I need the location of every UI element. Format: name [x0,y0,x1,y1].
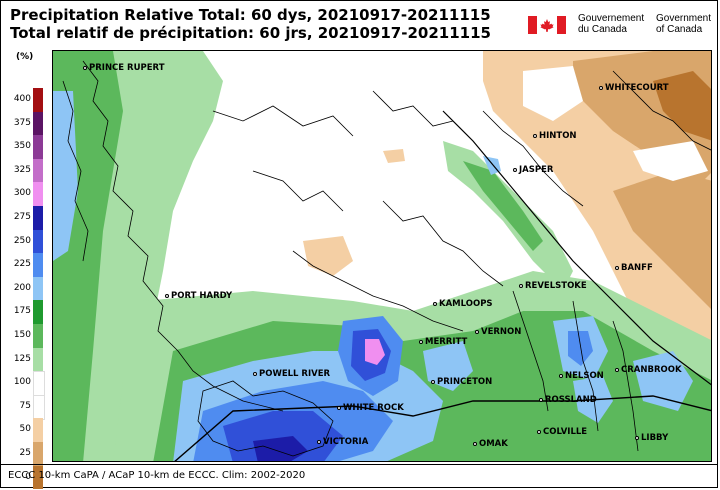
city-marker [83,66,87,70]
city-label: WHITE ROCK [343,403,404,413]
legend-tick-label: 75 [19,400,31,411]
legend-swatch [33,182,43,206]
canada-flag-icon [528,16,566,34]
city-marker [337,406,341,410]
footer-credit: ECCC 10-km CaPA / ACaP 10-km de ECCC. Cl… [8,470,306,481]
legend-tick-label: 275 [13,212,31,222]
legend-swatch [33,394,45,421]
city-marker [559,374,563,378]
legend-swatch [33,88,43,112]
legend-tick-label: 0 [25,471,31,482]
city-label: PRINCE RUPERT [89,63,165,73]
city-label: JASPER [519,165,554,175]
legend-tick-label: 125 [13,353,31,364]
legend-swatch [33,300,43,324]
gov-en-line2: of Canada [656,23,703,35]
city-marker [539,398,543,402]
city-marker [635,436,639,440]
city-label: HINTON [539,131,577,141]
legend-swatch [33,324,43,348]
legend-tick-label: 50 [19,424,31,435]
legend-tick-label: 350 [13,141,31,152]
legend-swatch [33,253,43,277]
legend-swatch [33,135,43,159]
title-french: Total relatif de précipitation: 60 jrs, … [10,24,491,42]
legend-swatch [33,418,43,442]
city-label: COLVILLE [543,427,588,437]
legend-tick-label: 150 [13,330,31,340]
city-label: NELSON [565,371,604,381]
city-label: PRINCETON [437,377,493,387]
legend-swatch [33,229,43,254]
city-label: ROSSLAND [545,395,597,405]
legend-tick-label: 25 [19,448,31,458]
gov-en-line1: Government [656,13,712,24]
legend-tick-label: 325 [13,164,31,175]
city-label: WHITECOURT [605,83,669,93]
city-marker [533,134,537,138]
gov-fr-line2: du Canada [578,23,627,35]
legend-tick-label: 100 [13,377,31,388]
city-marker [475,330,479,334]
government-name-english: Government of Canada [656,13,712,35]
city-label: PORT HARDY [171,291,233,301]
city-marker [431,380,435,384]
legend-tick-label: 375 [13,117,31,128]
legend-swatch [33,465,43,490]
city-marker [473,442,477,446]
city-label: CRANBROOK [621,365,682,375]
legend-swatch [33,347,43,372]
city-marker [599,86,603,90]
city-label: REVELSTOKE [525,281,587,291]
city-label: BANFF [621,263,653,273]
city-marker [419,340,423,344]
precipitation-map: PRINCE RUPERT WHITECOURT HINTON JASPER BANFF… [52,50,712,462]
colour-legend: (%) 400 375 350 325 300 275 250 225 200 175 150 125… [6,52,46,490]
city-label: VERNON [481,327,522,337]
legend-swatch [33,442,43,466]
footer: ECCC 10-km CaPA / ACaP 10-km de ECCC. Cl… [0,464,718,488]
legend-tick-label: 400 [13,94,31,104]
city-marker [433,302,437,306]
city-marker [615,368,619,372]
legend-tick-label: 175 [13,306,31,317]
city-marker [317,440,321,444]
legend-tick-label: 250 [13,235,31,246]
legend-swatch [33,158,43,183]
legend-swatch [33,276,43,301]
city-label: LIBBY [641,433,669,443]
government-name-french: Gouvernement du Canada [578,13,645,35]
city-label: KAMLOOPS [439,299,493,309]
city-label: OMAK [479,439,508,449]
gov-fr-line1: Gouvernement [578,13,645,24]
government-signature: Gouvernement du Canada Government of Can… [528,13,714,36]
legend-tick-label: 225 [13,259,31,270]
city-label: MERRITT [425,337,468,347]
title-english: Precipitation Relative Total: 60 dys, 20… [10,6,491,24]
map-graphic [53,51,711,461]
city-label: POWELL RIVER [259,369,331,379]
city-marker [615,266,619,270]
city-marker [513,168,517,172]
city-label: VICTORIA [323,437,369,447]
city-marker [519,284,523,288]
city-marker [253,372,257,376]
legend-tick-label: 200 [13,282,31,293]
legend-swatch [33,111,43,136]
legend-tick-label: 300 [13,188,31,199]
legend-swatch [33,206,43,230]
city-marker [165,294,169,298]
city-marker [537,430,541,434]
legend-unit: (%) [16,52,34,62]
legend-swatch [33,371,45,397]
